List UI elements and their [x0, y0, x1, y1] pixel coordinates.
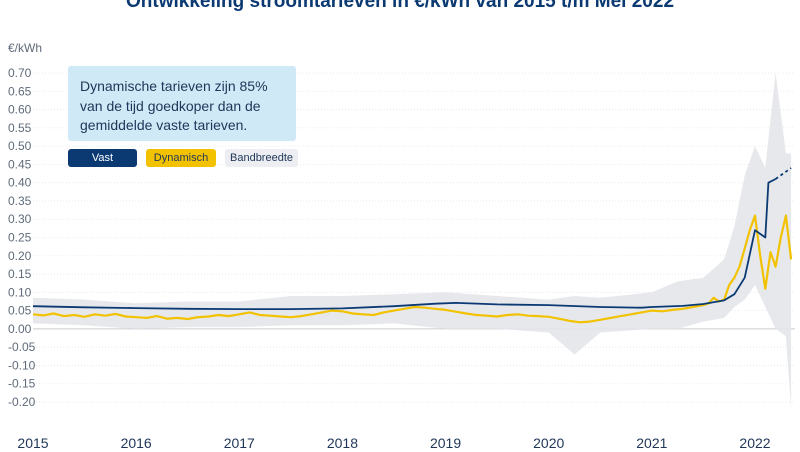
y-axis-unit: €/kWh — [8, 41, 42, 55]
legend-bandbreedte: Bandbreedte — [225, 149, 298, 167]
annotation-box: Dynamische tarieven zijn 85% van de tijd… — [68, 66, 296, 141]
y-ticks: 0.70 0.65 0.60 0.55 0.50 0.45 0.40 0.35 0.30 0.25… — [8, 66, 36, 409]
x-ticks: 2015 2016 2017 2018 2019 2020 2021 2022 — [17, 435, 770, 451]
y-tick-label: 0.30 — [8, 212, 32, 226]
y-tick-label: 0.55 — [8, 121, 32, 135]
y-tick-label: 0.40 — [8, 176, 32, 190]
legend-vast: Vast — [68, 149, 137, 167]
band-area — [33, 73, 792, 410]
y-tick-label: 0.45 — [8, 157, 32, 171]
chart-title: Ontwikkeling stroomtarieven in €/kWh van… — [125, 0, 675, 12]
y-tick-label: 0.25 — [8, 231, 32, 245]
x-tick-label: 2020 — [533, 435, 564, 451]
series-vast — [32, 178, 777, 310]
x-tick-label: 2021 — [636, 435, 667, 451]
legend-dynamisch: Dynamisch — [146, 149, 216, 167]
x-tick-label: 2016 — [121, 435, 152, 451]
y-tick-label: 0.05 — [8, 304, 32, 318]
x-tick-label: 2018 — [327, 435, 358, 451]
y-tick-label: -0.10 — [8, 358, 36, 372]
y-tick-label: 0.60 — [8, 103, 32, 117]
x-tick-label: 2019 — [430, 435, 461, 451]
x-tick-label: 2015 — [17, 435, 48, 451]
x-tick-label: 2022 — [739, 435, 770, 451]
y-tick-label: 0.65 — [8, 84, 32, 98]
y-tick-label: 0.50 — [8, 139, 32, 153]
y-tick-label: 0.70 — [8, 66, 32, 80]
y-tick-label: -0.05 — [8, 340, 36, 354]
series-bandbreedte — [33, 73, 792, 410]
x-tick-label: 2017 — [224, 435, 255, 451]
series-lines — [32, 167, 793, 324]
y-tick-label: -0.20 — [8, 395, 36, 409]
y-tick-label: -0.15 — [8, 377, 36, 391]
y-tick-label: 0.00 — [8, 322, 32, 336]
y-tick-label: 0.10 — [8, 285, 32, 299]
y-tick-label: 0.20 — [8, 249, 32, 263]
y-tick-label: 0.15 — [8, 267, 32, 281]
y-tick-label: 0.35 — [8, 194, 32, 208]
